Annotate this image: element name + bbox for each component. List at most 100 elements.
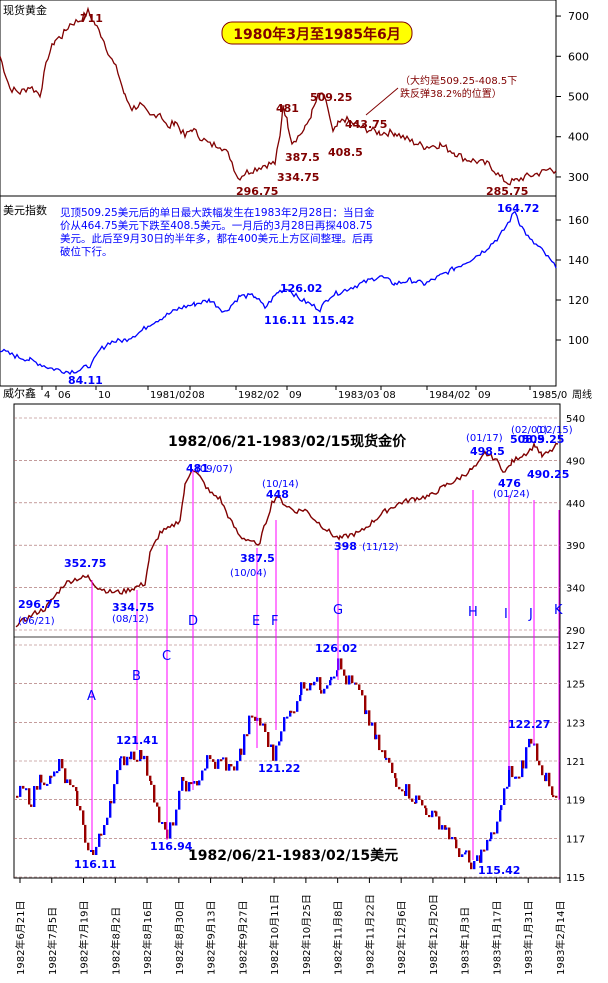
usd-bar xyxy=(528,738,531,748)
gold-peak-481: 481 xyxy=(276,102,299,115)
usd-bar xyxy=(149,775,152,781)
usd-bar xyxy=(479,855,482,863)
usd-bar xyxy=(545,772,548,782)
usd-bar xyxy=(381,750,384,753)
usd-bar xyxy=(454,837,457,840)
usd-bar xyxy=(415,795,418,804)
usd-bar xyxy=(181,777,184,791)
date-tick: 1982年11月8日 xyxy=(332,900,345,975)
gold-date-label: (11/12) xyxy=(362,542,399,553)
usd-bar xyxy=(156,802,159,807)
usd-bar xyxy=(254,716,257,721)
usd-bar xyxy=(444,825,447,830)
usd-bar xyxy=(113,784,116,804)
usd-bar xyxy=(225,757,228,771)
date-tick: 1982年8月30日 xyxy=(173,900,186,975)
usd-bar xyxy=(508,766,511,787)
usd-bar xyxy=(30,804,33,807)
usd-bar xyxy=(278,741,281,746)
svg-text:美元。此后至9月30日的半年多，都在400美元上方区间整理。: 美元。此后至9月30日的半年多，都在400美元上方区间整理。后再 xyxy=(60,232,374,245)
usd-bar xyxy=(323,688,326,694)
usd-note: 见顶509.25美元后的单日最大跌幅发生在1983年2月28日：当日金 价从46… xyxy=(60,206,375,258)
usd-axis-tick: 160 xyxy=(568,214,589,227)
event-marker-J: J xyxy=(528,607,533,622)
usd-bar xyxy=(69,779,72,786)
usd-bar xyxy=(120,756,123,759)
top-x-tick: 08 xyxy=(383,390,396,400)
usd-bar xyxy=(262,723,265,726)
top-x-tick: 1982/02 xyxy=(238,390,280,400)
gold-value-label: 398 xyxy=(334,540,357,553)
usd-bar xyxy=(133,751,136,760)
usd-bar xyxy=(468,850,471,863)
gold-axis-tick: 400 xyxy=(568,131,589,144)
usd-bar xyxy=(267,732,270,747)
usd-bar xyxy=(340,658,343,670)
usd-bar xyxy=(503,788,506,805)
usd-bar xyxy=(424,805,427,809)
usd-bar xyxy=(480,849,483,863)
usd-bar xyxy=(25,788,28,791)
usd-bar xyxy=(293,711,296,714)
date-tick: 1982年9月27日 xyxy=(236,900,249,975)
usd-bar xyxy=(530,738,533,744)
usd-bar xyxy=(220,759,223,762)
usd-bar xyxy=(552,795,555,798)
date-tick: 1982年12月20日 xyxy=(427,894,440,975)
usd-bar xyxy=(536,743,539,761)
usd-low-84: 84.11 xyxy=(68,374,103,387)
gold-peak-509: 509.25 xyxy=(310,91,352,104)
usd-bar xyxy=(66,779,69,783)
usd-bar xyxy=(193,781,196,784)
usd-bar xyxy=(555,795,558,798)
usd-bar xyxy=(538,760,541,766)
usd-bar xyxy=(421,800,424,806)
gold-axis-tick: 300 xyxy=(568,171,589,184)
usd-value-label: 121.41 xyxy=(116,734,158,747)
svg-text:破位下行。: 破位下行。 xyxy=(60,245,113,258)
usd-bar xyxy=(110,800,113,804)
usd-bar xyxy=(486,839,489,851)
usd-bar xyxy=(259,717,262,726)
usd-bar xyxy=(405,784,408,796)
usd-bar xyxy=(345,675,348,685)
gold-408: 408.5 xyxy=(328,146,363,159)
gold-387: 387.5 xyxy=(285,151,320,164)
usd-bar xyxy=(198,780,201,786)
usd-bar xyxy=(228,764,231,771)
gold-date-label: (10/04) xyxy=(230,568,267,579)
usd-window-axis-tick: 115 xyxy=(566,873,585,884)
usd-bar xyxy=(50,775,53,778)
gold-date-label: (09/07) xyxy=(196,464,233,475)
usd-bar xyxy=(455,839,458,849)
usd-bar xyxy=(374,722,377,740)
usd-bar xyxy=(385,757,388,760)
usd-bar xyxy=(465,850,468,853)
top-x-tick: 1983/03 xyxy=(338,390,380,400)
usd-bar xyxy=(511,766,514,778)
usd-bar xyxy=(56,771,59,774)
usd-bar xyxy=(119,758,122,771)
usd-bar xyxy=(230,764,233,767)
event-marker-F: F xyxy=(271,614,278,629)
usd-bar xyxy=(310,683,313,686)
usd-bar xyxy=(158,806,161,823)
event-marker-E: E xyxy=(252,614,260,629)
usd-bar xyxy=(243,734,246,755)
gold-low-296: 296.75 xyxy=(236,185,278,198)
usd-bar xyxy=(19,785,22,797)
usd-bar xyxy=(240,748,243,755)
event-marker-K: K xyxy=(554,603,563,618)
event-marker-G: G xyxy=(333,603,343,618)
gold-value-label: 296.75 xyxy=(18,598,60,611)
gold-date-label: (10/14) xyxy=(262,479,299,490)
usd-bar xyxy=(434,810,437,813)
usd-bar xyxy=(514,776,517,779)
event-marker-C: C xyxy=(162,649,171,664)
usd-bar xyxy=(106,817,109,825)
svg-text:见顶509.25美元后的单日最大跌幅发生在1983年2月28: 见顶509.25美元后的单日最大跌幅发生在1983年2月28日：当日金 xyxy=(60,206,375,219)
usd-bar xyxy=(190,782,193,785)
usd-bar xyxy=(522,760,525,769)
usd-bar xyxy=(16,795,19,798)
usd-panel-label: 美元指数 xyxy=(3,203,47,217)
